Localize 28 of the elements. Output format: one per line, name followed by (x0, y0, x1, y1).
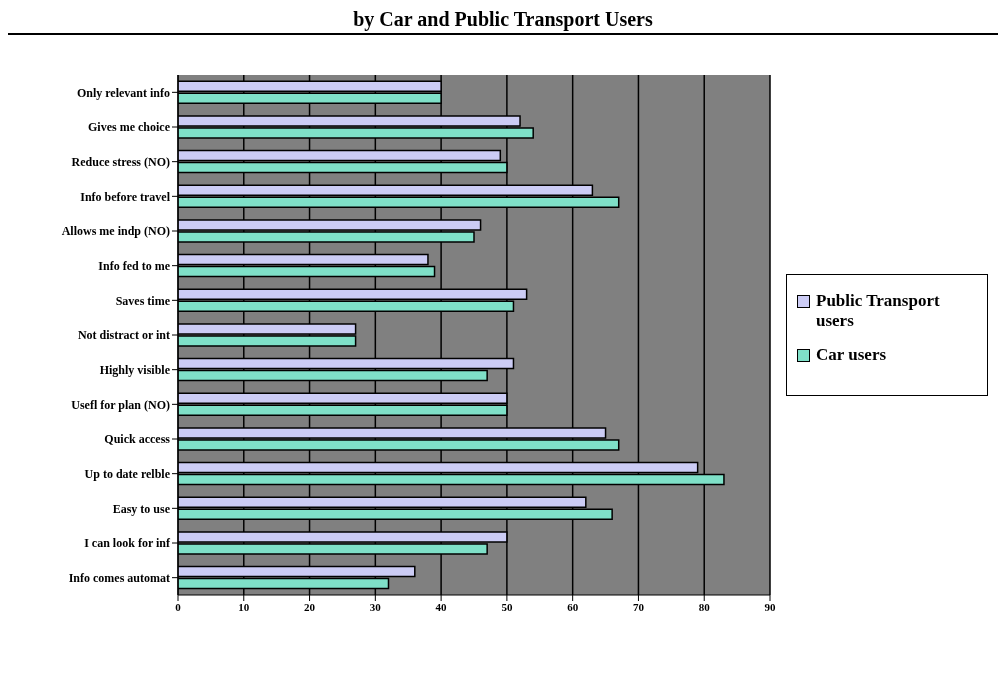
y-tick-label: Usefl for plan (NO) (71, 397, 170, 412)
y-tick-label: Info comes automat (68, 570, 170, 585)
y-tick-label: Easy to use (112, 501, 171, 516)
x-tick-label: 80 (698, 600, 711, 613)
x-tick-label: 20 (304, 600, 316, 613)
x-tick-label: 0 (175, 600, 182, 613)
y-tick-label: Reduce stress (NO) (71, 154, 170, 169)
y-tick-label: Gives me choice (88, 120, 171, 135)
x-tick-label: 60 (567, 600, 579, 613)
x-tick-label: 10 (238, 600, 250, 613)
x-tick-label: 40 (435, 600, 448, 613)
y-tick-label: Info before travel (80, 189, 171, 204)
y-tick-label: Quick access (104, 432, 171, 447)
y-tick-label: Highly visible (99, 362, 171, 377)
x-tick-label: 90 (764, 600, 776, 613)
y-tick-label: Up to date relble (84, 466, 171, 481)
y-tick-label: I can look for inf (84, 536, 171, 551)
chart-title: by Car and Public Transport Users (8, 8, 998, 35)
y-tick-label: Not distract or int (77, 328, 170, 343)
legend-label: Public Transport users (816, 291, 941, 331)
x-tick-label: 70 (632, 600, 645, 613)
y-tick-label: Allows me indp (NO) (61, 224, 170, 239)
legend-label: Car users (816, 345, 887, 365)
y-tick-label: Only relevant info (76, 85, 170, 100)
y-tick-label: Saves time (115, 293, 171, 308)
y-tick-label: Info fed to me (98, 258, 171, 273)
x-tick-label: 50 (501, 600, 513, 613)
x-tick-label: 30 (369, 600, 382, 613)
